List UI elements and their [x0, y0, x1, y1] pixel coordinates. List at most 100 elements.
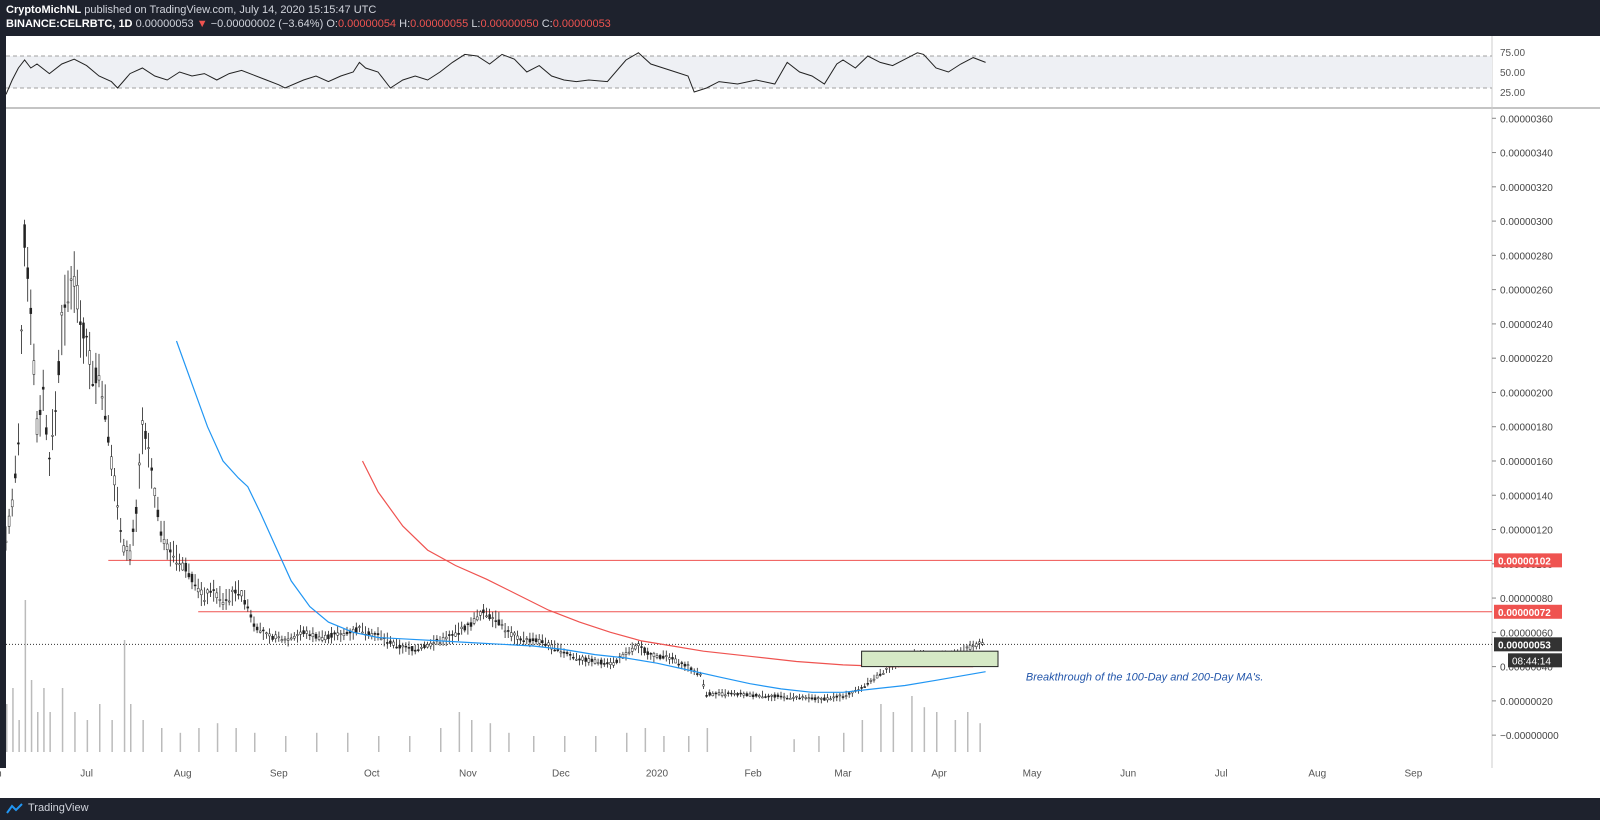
rsi-tick-label: 75.00: [1500, 48, 1525, 59]
close-value: 0.00000053: [552, 18, 611, 30]
candle-body: [54, 410, 57, 412]
volume-bar: [12, 688, 14, 752]
candle-body: [764, 696, 767, 698]
candle-body: [41, 386, 45, 390]
candle-body: [417, 649, 420, 651]
candle-body: [513, 632, 516, 636]
candle-body: [553, 649, 556, 652]
candle-body: [568, 654, 572, 656]
candle-body: [798, 697, 801, 700]
y-tick-label: 0.00000120: [1500, 526, 1553, 537]
volume-bar: [967, 712, 969, 752]
ma200-line: [361, 460, 974, 668]
candle-body: [603, 663, 606, 665]
price-chart[interactable]: 75.00 50.00 25.00 0.00000360 0.00000340 0.000…: [4, 36, 1600, 768]
candle-body: [423, 644, 426, 649]
candle-body: [475, 616, 479, 621]
rsi-tick-label: 25.00: [1500, 88, 1525, 99]
volume-bar: [30, 680, 33, 752]
candle-body: [181, 562, 184, 571]
chart-header: CryptoMichNL published on TradingView.co…: [0, 0, 1600, 36]
volume-bar: [471, 720, 473, 752]
level-label-bg: [1494, 553, 1562, 568]
candle-body: [48, 457, 51, 460]
candle-body: [342, 633, 346, 636]
candle-body: [324, 634, 327, 641]
candle-body: [376, 633, 380, 636]
volume-bar: [123, 640, 126, 752]
candle-body: [723, 694, 727, 697]
candle-body: [355, 627, 358, 633]
candle-body: [869, 680, 873, 682]
candle-body: [606, 662, 609, 665]
candle-body: [466, 623, 470, 625]
candle-body: [677, 663, 680, 666]
candle-body: [661, 655, 665, 659]
candle-body: [820, 698, 823, 700]
footer-bar: TradingView: [0, 798, 1600, 820]
x-tick-label: Feb: [744, 768, 762, 779]
candle-body: [491, 617, 494, 619]
candle-body: [333, 632, 336, 635]
candle-body: [246, 606, 250, 609]
candle-body: [506, 630, 510, 632]
candle-body: [813, 697, 817, 701]
candle-body: [872, 678, 876, 681]
footer-brand[interactable]: TradingView: [28, 802, 89, 814]
candle-body: [224, 599, 228, 601]
candle-body: [296, 634, 299, 636]
candle-body: [252, 623, 256, 627]
candle-body: [339, 633, 343, 635]
candle-body: [150, 467, 153, 471]
candle-body: [159, 531, 163, 536]
candle-body: [637, 643, 640, 646]
candle-body: [249, 614, 253, 618]
candle-body: [733, 692, 736, 695]
candle-body: [550, 644, 553, 650]
candle-body: [268, 633, 271, 637]
volume-bar: [508, 732, 510, 752]
candle-body: [401, 645, 405, 648]
open-value: 0.00000054: [337, 18, 397, 30]
candle-body: [265, 632, 268, 635]
candle-body: [587, 658, 591, 663]
candle-body: [454, 632, 457, 637]
y-tick-label: 0.00000220: [1500, 354, 1553, 365]
candle-body: [717, 692, 721, 695]
candle-body: [398, 644, 401, 649]
candle-body: [262, 629, 265, 632]
candle-body: [572, 656, 575, 659]
chart-area[interactable]: 75.00 50.00 25.00 0.00000360 0.00000340 0.000…: [4, 36, 1600, 768]
volume-bar: [644, 728, 647, 752]
candle-body: [835, 695, 839, 698]
candle-body: [714, 692, 718, 695]
candle-body: [792, 697, 795, 699]
candle-body: [767, 695, 770, 698]
candle-body: [196, 588, 200, 593]
candle-body: [255, 626, 259, 631]
candle-body: [773, 694, 777, 698]
candle-body: [88, 350, 91, 365]
time-axis[interactable]: Jun Jul Aug Sep Oct Nov Dec 2020 Feb Mar Apr May Jun…: [0, 768, 1600, 798]
level-label: 0.00000102: [1498, 556, 1551, 567]
candle-body: [283, 638, 287, 641]
candle-body: [665, 655, 668, 657]
candle-body: [72, 276, 76, 287]
x-tick-label: Nov: [459, 768, 477, 779]
candle-body: [674, 658, 677, 664]
candle-body: [658, 655, 662, 659]
volume-bar: [49, 712, 51, 752]
y-tick-label: 0.00000320: [1500, 183, 1553, 194]
candle-body: [209, 590, 212, 593]
current-price-bg: [1494, 637, 1562, 652]
candle-body: [100, 396, 104, 399]
candle-body: [978, 641, 981, 644]
rsi-tick-label: 50.00: [1500, 68, 1525, 79]
candle-body: [407, 647, 411, 649]
tradingview-logo-icon: [6, 803, 23, 814]
x-tick-label: Dec: [552, 768, 570, 779]
candle-body: [147, 447, 150, 449]
candle-body: [17, 442, 20, 445]
breakout-zone: [861, 650, 999, 668]
author-name[interactable]: CryptoMichNL: [6, 4, 82, 16]
